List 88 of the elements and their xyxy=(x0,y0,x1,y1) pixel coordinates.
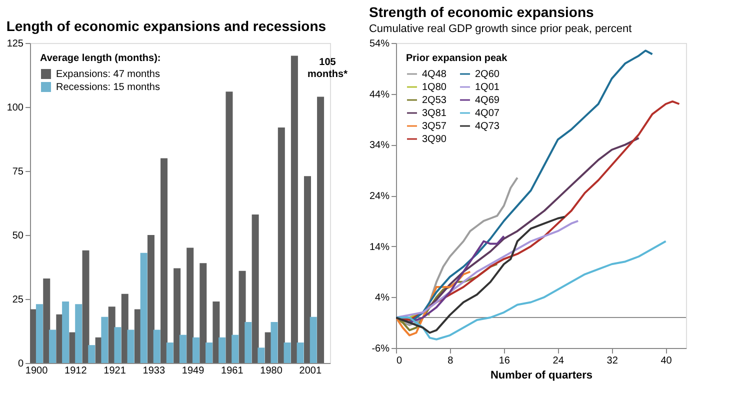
chart-title: Strength of economic expansions xyxy=(368,4,594,20)
x-tick-label: 1900 xyxy=(25,366,48,376)
y-tick-label: 14% xyxy=(369,242,390,253)
legend-label: Recessions: 15 months xyxy=(56,82,160,93)
bar xyxy=(304,176,311,363)
bar xyxy=(206,342,213,363)
bar xyxy=(270,322,278,363)
x-tick-label: 40 xyxy=(660,356,672,366)
legend-label: 1Q01 xyxy=(475,82,500,93)
bar xyxy=(179,334,186,363)
legend-label: 4Q07 xyxy=(475,108,500,119)
bar xyxy=(82,250,90,363)
legend-label: 2Q53 xyxy=(422,95,447,106)
bar xyxy=(147,235,154,363)
bar xyxy=(153,330,160,363)
y-tick-label: 4% xyxy=(375,292,390,304)
x-tick-label: 1921 xyxy=(104,366,126,376)
legend-title: Average length (months): xyxy=(40,53,161,64)
bar xyxy=(284,342,291,363)
line-series xyxy=(396,240,667,340)
bar xyxy=(258,348,265,363)
x-tick-label: 1961 xyxy=(221,366,244,376)
bar xyxy=(238,270,246,363)
legend-label: 4Q48 xyxy=(422,69,447,80)
legend-label: 4Q73 xyxy=(475,121,500,132)
legend-label: 3Q90 xyxy=(422,134,447,145)
bar xyxy=(43,278,50,363)
bar xyxy=(166,342,174,363)
bar xyxy=(192,337,200,363)
bar xyxy=(174,268,181,363)
y-tick-label: 25 xyxy=(12,294,24,306)
bar xyxy=(127,330,134,363)
bar xyxy=(140,252,148,363)
legend-label: 4Q69 xyxy=(475,95,500,106)
legend-label: 1Q80 xyxy=(422,82,447,93)
bar xyxy=(317,96,324,363)
legend-label: 2Q60 xyxy=(475,69,500,80)
y-tick-label: 34% xyxy=(369,140,390,152)
bar xyxy=(290,56,298,363)
line-series xyxy=(396,220,580,318)
bar xyxy=(88,345,96,363)
bar xyxy=(160,158,168,363)
bar xyxy=(278,127,285,363)
bar xyxy=(232,334,239,363)
y-tick-label: 44% xyxy=(369,89,390,100)
bar xyxy=(244,322,252,363)
bar xyxy=(226,92,233,363)
y-tick-label: 125 xyxy=(6,38,24,50)
bar xyxy=(36,304,43,363)
y-tick-label: 54% xyxy=(369,38,390,50)
bar xyxy=(186,248,194,363)
chart-subtitle: Cumulative real GDP growth since prior peak, percent xyxy=(368,23,632,35)
bar xyxy=(310,316,317,363)
legend-label: Expansions: 47 months xyxy=(56,69,160,80)
bar xyxy=(101,316,108,363)
bar xyxy=(218,337,226,363)
bar xyxy=(75,304,82,363)
legend-title: Prior expansion peak xyxy=(406,53,508,64)
y-tick-label: 75 xyxy=(12,166,24,178)
annotation: 105 months* xyxy=(307,57,348,80)
x-tick-label: 24 xyxy=(552,356,564,366)
y-tick-label: -6% xyxy=(372,344,390,354)
x-tick-label: 0 xyxy=(396,356,402,366)
x-tick-label: 8 xyxy=(448,356,454,366)
bar xyxy=(296,342,304,363)
x-tick-label: 16 xyxy=(498,356,510,366)
legend-label: 3Q57 xyxy=(422,121,447,132)
bar xyxy=(212,302,220,363)
x-tick-label: 32 xyxy=(606,356,618,366)
bar xyxy=(252,214,259,363)
chart-title: Length of economic expansions and recessions xyxy=(6,18,326,34)
x-tick-label: 1980 xyxy=(260,366,283,376)
bar xyxy=(121,294,128,363)
x-tick-label: 1912 xyxy=(64,366,88,376)
y-tick-label: 24% xyxy=(369,191,390,202)
bar xyxy=(114,327,122,363)
y-tick-label: 50 xyxy=(12,230,24,242)
x-axis-title: Number of quarters xyxy=(490,370,593,382)
x-tick-label: 2001 xyxy=(299,366,322,376)
bar xyxy=(62,302,70,363)
bar xyxy=(49,330,56,363)
x-tick-label: 1933 xyxy=(142,366,166,376)
line-series xyxy=(396,216,566,334)
x-tick-label: 1949 xyxy=(182,366,205,376)
bar xyxy=(200,263,207,363)
y-tick-label: 100 xyxy=(6,102,24,114)
line-series xyxy=(396,270,472,336)
legend-label: 3Q81 xyxy=(422,108,447,119)
